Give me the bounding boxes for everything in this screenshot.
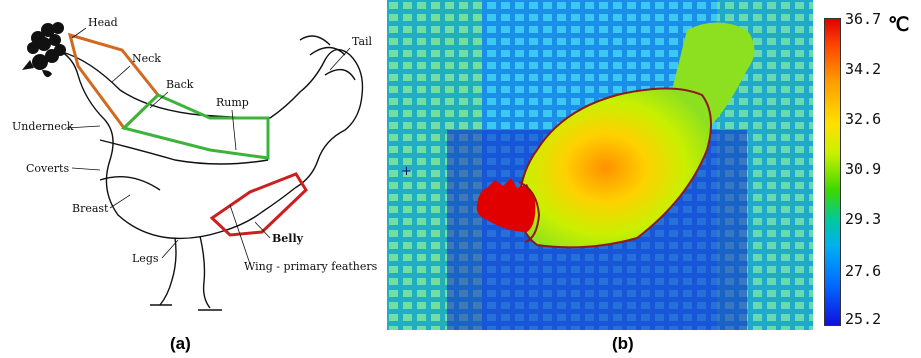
- tick-6: 25.2: [845, 310, 882, 328]
- chicken-outline: [61, 35, 364, 311]
- tick-0: 36.7: [845, 10, 882, 28]
- label-back: Back: [166, 78, 194, 91]
- back-rump-region: [121, 93, 270, 160]
- wing-belly-region: [209, 172, 308, 237]
- thermal-image: +: [387, 0, 813, 330]
- unit-label: ℃: [888, 15, 910, 36]
- head-neck-region: [67, 32, 161, 131]
- label-breast: Breast: [72, 202, 109, 215]
- label-wing: Wing - primary feathers: [244, 260, 378, 273]
- head-hotspot: [476, 178, 536, 232]
- label-neck: Neck: [132, 52, 161, 65]
- tick-2: 32.6: [845, 110, 882, 128]
- tick-4: 29.3: [845, 210, 882, 228]
- label-belly: Belly: [272, 232, 304, 245]
- tick-3: 30.9: [845, 160, 882, 178]
- chicken-anatomy-diagram: Head Neck Back Rump Tail Underneck Cover…: [12, 16, 378, 311]
- head-boundary: [518, 181, 541, 243]
- label-head: Head: [88, 16, 118, 29]
- tick-5: 27.6: [845, 262, 882, 280]
- label-underneck: Underneck: [12, 120, 74, 133]
- leader-lines: [65, 27, 351, 265]
- comb-shape: [22, 22, 66, 78]
- label-coverts: Coverts: [26, 162, 69, 175]
- tick-1: 34.2: [845, 60, 882, 78]
- label-tail: Tail: [352, 35, 373, 48]
- crosshair-icon: +: [401, 164, 412, 179]
- caption-b: (b): [612, 334, 634, 353]
- label-legs: Legs: [132, 252, 159, 265]
- temperature-colorbar: [824, 18, 841, 326]
- caption-a: (a): [170, 334, 191, 353]
- label-rump: Rump: [216, 96, 249, 109]
